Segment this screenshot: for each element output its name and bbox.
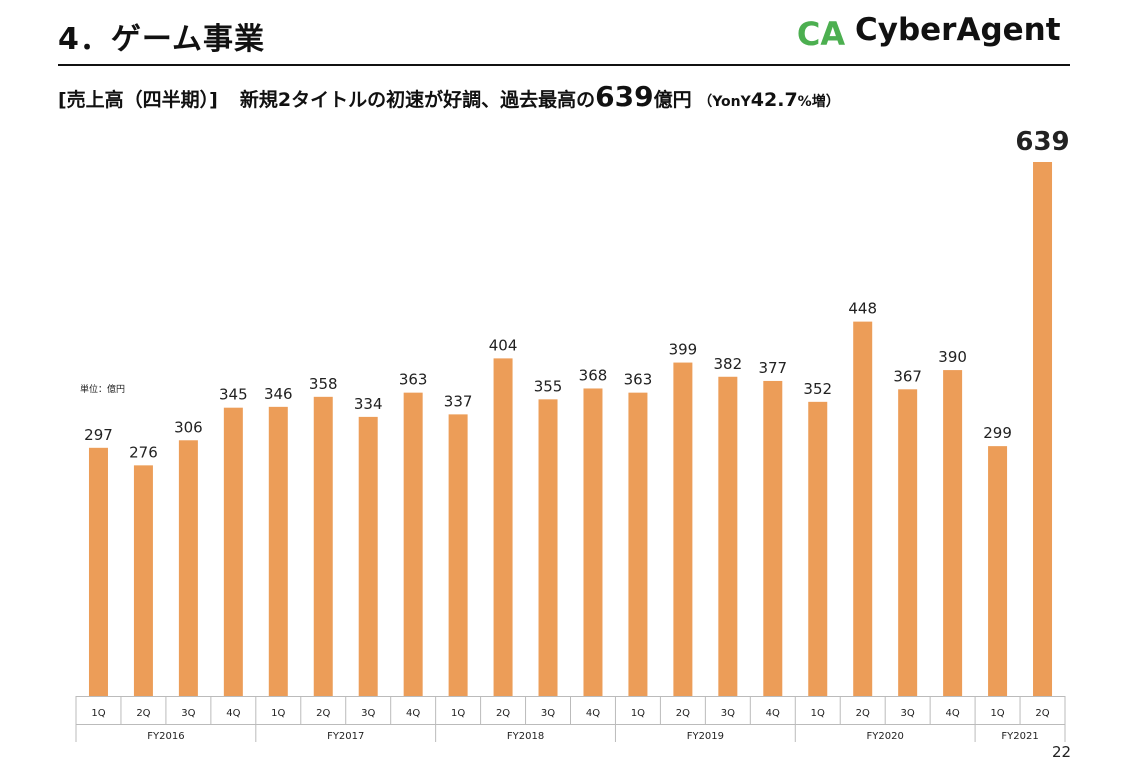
data-label: 297 [84,426,113,444]
bar [673,362,693,696]
x-tick-label: 3Q [181,708,195,719]
x-tick-label: 3Q [541,708,555,719]
fiscal-year-label: FY2018 [507,731,544,742]
data-label: 399 [669,341,698,359]
data-label: 404 [489,336,518,354]
data-label: 377 [758,359,787,377]
logo-wordmark: CyberAgent [855,12,1061,48]
subtitle-text-a: 新規2タイトルの初速が好調、過去最高の [239,89,596,111]
fiscal-year-label: FY2017 [327,731,364,742]
subtitle-bracket: [売上高（四半期）] [58,89,218,111]
svg-text:CA: CA [797,15,845,52]
bar [853,321,873,696]
bar [403,392,423,696]
x-tick-label: 2Q [136,708,150,719]
bar [448,414,468,696]
data-label: 355 [534,377,563,395]
x-tick-label: 1Q [990,708,1004,719]
x-tick-label: 4Q [766,708,780,719]
x-tick-label: 1Q [271,708,285,719]
x-tick-label: 4Q [586,708,600,719]
x-tick-label: 3Q [361,708,375,719]
cyberagent-logo-icon: CA [793,14,849,52]
x-tick-label: 4Q [226,708,240,719]
bar [898,389,918,696]
cyberagent-logo: CA CyberAgent [793,10,1083,56]
data-label: 448 [848,300,877,318]
bar [493,358,513,696]
x-tick-label: 2Q [316,708,330,719]
data-label: 368 [579,366,608,384]
x-tick-label: 3Q [721,708,735,719]
data-label: 299 [983,424,1012,442]
bar [583,388,603,696]
x-tick-label: 2Q [496,708,510,719]
x-tick-label: 3Q [901,708,915,719]
data-label: 352 [803,380,832,398]
data-label: 337 [444,392,473,410]
bar [628,392,648,696]
data-label: 382 [714,355,743,373]
data-label: 334 [354,395,383,413]
x-tick-label: 1Q [451,708,465,719]
bar [1033,162,1053,696]
bar [133,465,153,696]
title-divider [58,64,1070,66]
bar [943,370,963,696]
bar [358,416,378,696]
fiscal-year-label: FY2016 [147,731,184,742]
x-tick-label: 1Q [91,708,105,719]
page-number: 22 [1052,743,1072,761]
data-label: 306 [174,418,203,436]
bar [268,406,288,696]
data-label: 363 [399,371,428,389]
bar [808,401,828,696]
x-tick-label: 4Q [406,708,420,719]
x-tick-label: 2Q [1035,708,1049,719]
unit-label: 単位：億円 [80,385,126,395]
subtitle-yoy-value: 42.7 [750,89,798,111]
bar [763,380,783,696]
x-tick-label: 2Q [676,708,690,719]
slide-subtitle: [売上高（四半期）] 新規2タイトルの初速が好調、過去最高の639億円 （YonY… [58,80,840,113]
data-label: 367 [893,367,922,385]
data-label: 363 [624,371,653,389]
data-label: 346 [264,385,293,403]
data-label: 345 [219,386,248,404]
data-label: 390 [938,348,967,366]
subtitle-yoy-a: （YonY [698,94,751,110]
fiscal-year-label: FY2020 [867,731,904,742]
bar [718,376,738,696]
fiscal-year-label: FY2021 [1001,731,1038,742]
x-tick-label: 1Q [631,708,645,719]
page-title: 4．ゲーム事業 [58,22,265,57]
bar [313,396,333,696]
bar [223,407,243,696]
subtitle-text-b: 億円 [653,89,692,111]
bar [178,440,198,696]
x-tick-label: 1Q [811,708,825,719]
bar [538,399,558,696]
data-label: 639 [1015,127,1069,157]
fiscal-year-label: FY2019 [687,731,724,742]
bar [88,447,108,696]
data-label: 276 [129,443,158,461]
data-label: 358 [309,375,338,393]
x-tick-label: 4Q [945,708,959,719]
bar [988,446,1008,696]
x-tick-label: 2Q [856,708,870,719]
subtitle-highlight: 639 [595,80,654,113]
subtitle-yoy-b: %増） [797,94,840,110]
